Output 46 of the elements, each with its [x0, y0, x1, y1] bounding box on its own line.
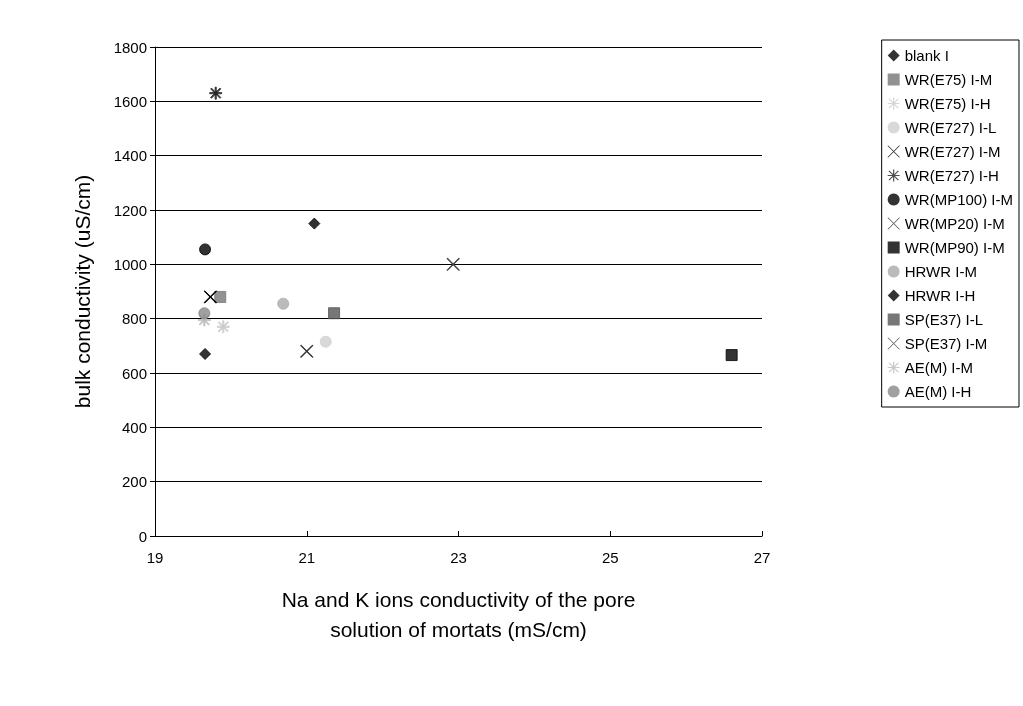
point — [199, 243, 212, 256]
point — [214, 290, 227, 303]
y-tick-label: 600 — [121, 364, 147, 382]
point — [199, 347, 212, 360]
legend-label: WR(E75) I-M — [904, 71, 993, 88]
legend-label: WR(E727) I-H — [904, 167, 999, 184]
point — [216, 320, 230, 334]
legend-label: SP(E37) I-M — [904, 335, 988, 352]
point — [198, 307, 211, 320]
legend-label: AE(M) I-M — [904, 359, 973, 376]
y-tick-label: 1000 — [113, 255, 147, 273]
legend-label: WR(E75) I-H — [904, 95, 991, 112]
point — [203, 290, 217, 304]
point — [277, 297, 290, 310]
y-tick-label: 1800 — [113, 38, 147, 56]
point — [725, 349, 738, 362]
legend-label: SP(E37) I-L — [904, 311, 984, 328]
legend-label: HRWR I-H — [904, 287, 976, 304]
y-tick-label: 0 — [138, 527, 147, 545]
point — [319, 335, 332, 348]
x-tick-label: 21 — [298, 549, 316, 566]
legend-label: WR(E727) I-M — [904, 143, 1001, 160]
y-tick-label: 1200 — [113, 201, 147, 219]
y-tick-label: 1600 — [113, 92, 147, 110]
point — [446, 257, 460, 271]
legend-label: HRWR I-M — [904, 263, 977, 280]
y-tick-label: 1400 — [113, 147, 147, 165]
point — [300, 344, 314, 358]
x-tick-label: 27 — [753, 549, 771, 566]
y-axis-title: bulk conductivity (uS/cm) — [71, 174, 94, 409]
legend-label: WR(E727) I-L — [904, 119, 997, 136]
legend-label: WR(MP100) I-M — [904, 191, 1014, 208]
legend-label: WR(MP20) I-M — [904, 215, 1005, 232]
legend-label: blank I — [904, 47, 949, 64]
legend-label: AE(M) I-H — [904, 383, 972, 400]
y-tick-label: 400 — [121, 418, 147, 436]
point — [209, 86, 223, 100]
y-tick-label: 200 — [121, 473, 147, 491]
point — [308, 217, 321, 230]
x-tick-label: 19 — [146, 549, 164, 566]
legend-label: WR(MP90) I-M — [904, 239, 1005, 256]
x-tick-label: 25 — [601, 549, 619, 566]
point — [328, 307, 341, 320]
x-axis-title: Na and K ions conductivity of the pore solution of mortats (mS/cm) — [281, 587, 636, 641]
x-tick-label: 23 — [450, 549, 467, 566]
y-tick-label: 800 — [121, 310, 147, 328]
